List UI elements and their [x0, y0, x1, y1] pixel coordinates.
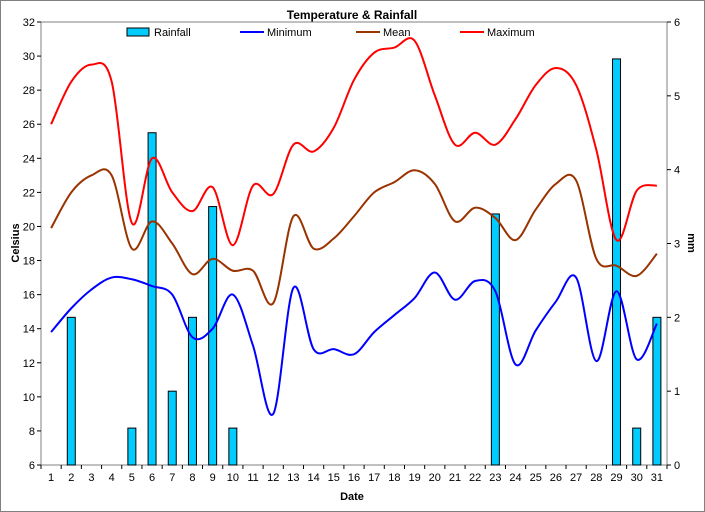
- x-tick-label: 27: [570, 472, 582, 484]
- series-line-mean: [50, 168, 658, 306]
- legend-label-mean: Mean: [383, 27, 411, 39]
- y-right-tick-label: 4: [674, 165, 680, 177]
- temperature-lines: [50, 37, 658, 416]
- x-tick-label: 15: [328, 472, 340, 484]
- y-left-tick-label: 14: [23, 324, 35, 336]
- y-axis-right-label: mm: [685, 233, 697, 253]
- x-tick-label: 29: [610, 472, 622, 484]
- rainfall-bar: [167, 390, 177, 466]
- x-tick-label: 26: [550, 472, 562, 484]
- series-line-maximum: [50, 37, 658, 247]
- y-right-tick-label: 1: [674, 386, 680, 398]
- x-tick-label: 4: [109, 472, 115, 484]
- x-tick-label: 5: [129, 472, 135, 484]
- rainfall-bar: [612, 58, 622, 466]
- x-tick-label: 20: [429, 472, 441, 484]
- y-right-tick-label: 5: [674, 91, 680, 103]
- rainfall-bar: [66, 316, 76, 466]
- plot-area: [40, 21, 668, 466]
- x-axis-label: Date: [340, 491, 364, 503]
- x-tick-label: 16: [348, 472, 360, 484]
- rainfall-bar: [632, 427, 642, 466]
- y-left-tick-label: 22: [23, 187, 35, 199]
- x-tick-label: 23: [489, 472, 501, 484]
- x-tick-label: 31: [651, 472, 663, 484]
- legend-label-minimum: Minimum: [267, 27, 312, 39]
- y-left-tick-label: 20: [23, 221, 35, 233]
- y-left-tick-label: 16: [23, 290, 35, 302]
- x-tick-label: 3: [88, 472, 94, 484]
- series-line-minimum: [50, 271, 658, 416]
- x-tick-label: 19: [408, 472, 420, 484]
- x-tick-label: 8: [189, 472, 195, 484]
- legend: Rainfall Minimum Mean Maximum: [126, 27, 535, 39]
- rainfall-bar: [187, 316, 197, 466]
- y-left-tick-label: 32: [23, 17, 35, 29]
- x-tick-label: 12: [267, 472, 279, 484]
- x-tick-label: 10: [227, 472, 239, 484]
- rainfall-bars: [66, 58, 662, 466]
- x-tick-label: 21: [449, 472, 461, 484]
- rainfall-bar: [147, 132, 157, 466]
- y-left-tick-label: 6: [29, 460, 35, 472]
- legend-label-maximum: Maximum: [487, 27, 535, 39]
- x-tick-label: 18: [388, 472, 400, 484]
- chart-title: Temperature & Rainfall: [287, 8, 417, 22]
- legend-swatch-rainfall: [126, 27, 150, 37]
- legend-label-rainfall: Rainfall: [154, 27, 191, 39]
- y-left-tick-label: 28: [23, 85, 35, 97]
- x-tick-label: 24: [509, 472, 521, 484]
- x-tick-label: 9: [210, 472, 216, 484]
- x-tick-label: 22: [469, 472, 481, 484]
- x-tick-label: 17: [368, 472, 380, 484]
- y-left-tick-label: 10: [23, 392, 35, 404]
- rainfall-bar: [208, 206, 218, 466]
- x-tick-label: 2: [68, 472, 74, 484]
- x-tick-label: 1: [48, 472, 54, 484]
- y-left-tick-label: 18: [23, 256, 35, 268]
- y-left-tick-label: 8: [29, 426, 35, 438]
- x-tick-label: 28: [590, 472, 602, 484]
- rainfall-bar: [490, 213, 500, 466]
- y-left-tick-label: 26: [23, 119, 35, 131]
- y-right-tick-label: 2: [674, 312, 680, 324]
- x-tick-label: 14: [307, 472, 319, 484]
- x-tick-label: 13: [287, 472, 299, 484]
- x-tick-label: 30: [631, 472, 643, 484]
- x-tick-label: 11: [247, 472, 258, 484]
- y-axis-left-label: Celsius: [10, 223, 22, 262]
- y-right-tick-label: 0: [674, 460, 680, 472]
- rainfall-bar: [228, 427, 238, 466]
- y-left-tick-label: 30: [23, 51, 35, 63]
- y-right-tick-label: 3: [674, 239, 680, 251]
- x-tick-label: 7: [169, 472, 175, 484]
- x-tick-label: 25: [530, 472, 542, 484]
- rainfall-bar: [127, 427, 137, 466]
- rainfall-bar: [652, 316, 662, 466]
- y-left-tick-label: 12: [23, 358, 35, 370]
- x-tick-label: 6: [149, 472, 155, 484]
- y-left-tick-label: 24: [23, 153, 35, 165]
- y-right-tick-label: 6: [674, 17, 680, 29]
